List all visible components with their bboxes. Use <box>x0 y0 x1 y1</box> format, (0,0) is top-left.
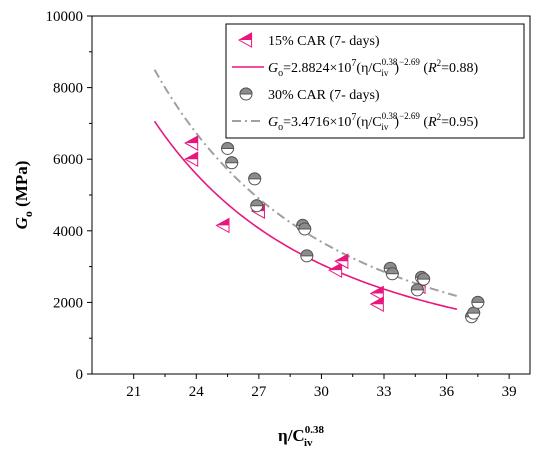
marker-fill <box>225 156 239 164</box>
fit-curve-car15 <box>153 120 458 311</box>
data-point <box>225 156 239 170</box>
y-tick-label: 6000 <box>53 152 83 168</box>
marker-fill <box>239 87 253 95</box>
legend-marker <box>239 87 253 101</box>
marker-fill <box>250 199 264 207</box>
data-point <box>410 283 424 297</box>
legend: 15% CAR (7- days) Go=2.8824×107(η/C0.38 iv… <box>225 23 525 139</box>
legend-label: 30% CAR (7- days) <box>268 88 380 103</box>
y-tick-label: 0 <box>76 367 84 383</box>
marker-fill <box>410 283 424 291</box>
data-point <box>467 306 481 320</box>
x-tick-label: 33 <box>377 384 392 400</box>
axes: 21 24 27 30 33 36 39 0 2000 4000 6000 8000 10000 η/C0… <box>12 9 531 449</box>
data-point <box>300 249 314 263</box>
y-tick-label: 8000 <box>53 81 83 97</box>
marker-fill <box>383 261 397 269</box>
x-tick-label: 27 <box>251 384 267 400</box>
x-axis-title: η/C0.38 iv <box>278 424 324 449</box>
x-tick-label: 36 <box>439 384 455 400</box>
y-axis-title: Go (MPa) <box>12 161 35 230</box>
data-point <box>184 151 199 168</box>
marker-fill <box>300 249 314 257</box>
marker-fill <box>370 286 384 294</box>
x-tick-label: 30 <box>314 384 329 400</box>
y-tick-label: 10000 <box>46 9 84 25</box>
marker-fill <box>248 172 262 180</box>
legend-equation: Go=2.8824×107(η/C0.38 iv)−2.69 (R2=0.88) <box>268 57 479 79</box>
legend-box <box>225 23 525 139</box>
x-tick-label: 24 <box>189 384 205 400</box>
marker-fill <box>239 33 252 40</box>
data-point <box>184 135 199 151</box>
fit-curve-car30 <box>153 69 458 298</box>
series-car30 <box>221 141 485 324</box>
marker-fill <box>221 141 235 149</box>
data-point <box>298 222 312 236</box>
legend-equation: Go=3.4716×107(η/C0.38 iv)−2.69 (R2=0.95) <box>268 111 479 133</box>
data-point <box>215 217 230 234</box>
marker-fill <box>185 136 198 144</box>
data-point <box>369 285 384 302</box>
data-point <box>417 272 431 286</box>
x-tick-label: 21 <box>126 384 141 400</box>
data-point <box>334 253 349 270</box>
marker-fill <box>329 263 342 271</box>
marker-fill <box>335 254 348 262</box>
legend-marker <box>237 32 253 48</box>
legend-label: 15% CAR (7- days) <box>268 34 380 49</box>
y-tick-label: 4000 <box>53 224 83 240</box>
data-point <box>327 262 343 279</box>
data-point <box>221 141 235 155</box>
marker-fill <box>216 218 229 226</box>
marker-fill <box>185 152 198 160</box>
data-points <box>184 135 485 324</box>
data-point <box>471 295 485 309</box>
data-point <box>385 267 399 281</box>
marker-fill <box>385 267 399 275</box>
marker-fill <box>370 297 384 305</box>
marker-fill <box>471 295 485 303</box>
data-point <box>369 296 384 313</box>
marker-fill <box>417 272 431 280</box>
data-point <box>250 199 264 213</box>
x-tick-label: 39 <box>502 384 517 400</box>
data-point <box>248 172 262 186</box>
marker-fill <box>298 222 312 230</box>
y-tick-label: 2000 <box>53 295 83 311</box>
